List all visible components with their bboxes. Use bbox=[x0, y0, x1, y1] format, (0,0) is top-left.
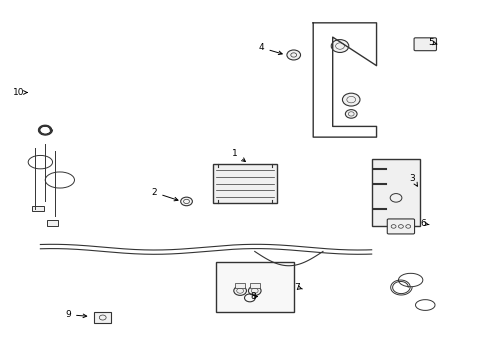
Circle shape bbox=[345, 110, 357, 118]
Text: 10: 10 bbox=[13, 88, 27, 97]
Text: 4: 4 bbox=[259, 43, 282, 55]
Circle shape bbox=[248, 286, 261, 296]
Bar bbox=[216, 262, 294, 312]
Bar bbox=[32, 206, 44, 211]
Bar bbox=[94, 312, 111, 323]
Text: 3: 3 bbox=[410, 174, 417, 186]
Circle shape bbox=[181, 197, 193, 206]
FancyBboxPatch shape bbox=[414, 38, 437, 51]
FancyBboxPatch shape bbox=[387, 219, 415, 234]
Text: 1: 1 bbox=[232, 149, 245, 162]
Bar bbox=[250, 283, 260, 288]
Bar bbox=[47, 220, 58, 226]
Bar bbox=[235, 283, 245, 288]
Circle shape bbox=[331, 40, 349, 53]
Text: 8: 8 bbox=[250, 292, 258, 301]
Text: 5: 5 bbox=[428, 38, 437, 47]
Circle shape bbox=[343, 93, 360, 106]
Text: 6: 6 bbox=[420, 219, 429, 228]
Circle shape bbox=[287, 50, 300, 60]
Bar bbox=[372, 158, 420, 226]
Text: 7: 7 bbox=[294, 283, 302, 292]
Circle shape bbox=[234, 286, 246, 296]
Text: 9: 9 bbox=[65, 310, 87, 319]
Text: 2: 2 bbox=[152, 188, 178, 201]
Circle shape bbox=[390, 194, 402, 202]
Bar bbox=[213, 164, 277, 203]
